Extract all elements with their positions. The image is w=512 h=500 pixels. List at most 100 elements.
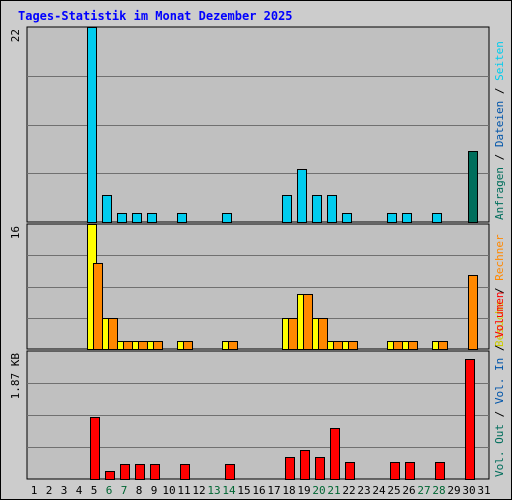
x-tick-label: 30 xyxy=(462,484,475,497)
bar-volumen xyxy=(105,471,115,480)
bar-rechner xyxy=(468,275,478,350)
plot-area xyxy=(26,26,490,223)
y-scale-label: 1.87 KB xyxy=(9,353,22,400)
bar-rechner xyxy=(183,341,193,350)
legend-entry: Vol. Out xyxy=(493,424,506,477)
x-tick-label: 28 xyxy=(432,484,445,497)
x-tick-label: 7 xyxy=(121,484,128,497)
x-tick-label: 20 xyxy=(312,484,325,497)
bar-seiten xyxy=(312,195,322,223)
x-tick-label: 2 xyxy=(46,484,53,497)
x-tick-label: 27 xyxy=(417,484,430,497)
bar-volumen xyxy=(315,457,325,480)
panel-top: 22 Anfragen / Dateien / Seiten xyxy=(9,26,506,223)
x-tick-label: 19 xyxy=(297,484,310,497)
x-tick-label: 17 xyxy=(267,484,280,497)
x-tick-label: 25 xyxy=(387,484,400,497)
x-tick-label: 13 xyxy=(207,484,220,497)
legend-entry: / xyxy=(493,287,506,300)
panel-middle: 16 Besuche / Rechner xyxy=(9,223,506,350)
legend-entry: Volumen xyxy=(493,292,506,345)
x-tick-label: 29 xyxy=(447,484,460,497)
y-scale-label: 22 xyxy=(9,29,22,42)
bar-volumen xyxy=(120,464,130,480)
x-tick-label: 24 xyxy=(372,484,386,497)
legend-entry: Dateien xyxy=(493,101,506,154)
bar-rechner xyxy=(408,341,418,350)
chart-title: Tages-Statistik im Monat Dezember 2025 xyxy=(18,9,293,23)
x-tick-label: 14 xyxy=(222,484,236,497)
bar-rechner xyxy=(288,318,298,350)
bar-volumen xyxy=(330,428,340,480)
bar-rechner xyxy=(333,341,343,350)
x-tick-label: 21 xyxy=(327,484,340,497)
x-tick-labels: 1 2 3 4 5 6 7 8 9 10 11 12 13 14 15 16 17 18 19 20 21 22 23 24 2… xyxy=(31,484,491,497)
bar-volumen xyxy=(135,464,145,480)
bar-rechner xyxy=(93,263,103,350)
bar-rechner xyxy=(153,341,163,350)
bar-volumen xyxy=(300,450,310,480)
bar-rechner xyxy=(108,318,118,350)
bar-rechner xyxy=(123,341,133,350)
bar-volumen xyxy=(465,359,475,480)
legend-entry: Rechner xyxy=(493,234,506,287)
x-tick-label: 10 xyxy=(162,484,175,497)
x-tick-label: 26 xyxy=(402,484,415,497)
bar-seiten xyxy=(297,169,307,223)
panel-legend: Anfragen / Dateien / Seiten xyxy=(493,41,506,220)
bar-seiten xyxy=(102,195,112,223)
bar-volumen xyxy=(180,464,190,480)
bar-volumen xyxy=(390,462,400,480)
bar-seiten xyxy=(147,213,157,223)
legend-entry: / xyxy=(493,154,506,167)
bar-seiten xyxy=(387,213,397,223)
legend-entry: / xyxy=(493,88,506,101)
x-tick-label: 8 xyxy=(136,484,143,497)
bar-seiten xyxy=(282,195,292,223)
x-tick-label: 16 xyxy=(252,484,265,497)
x-tick-label: 15 xyxy=(237,484,250,497)
bar-volumen xyxy=(150,464,160,480)
x-tick-label: 1 xyxy=(31,484,38,497)
x-tick-label: 23 xyxy=(357,484,370,497)
legend-entry: Vol. In xyxy=(493,358,506,411)
bar-volumen xyxy=(225,464,235,480)
bar-seiten xyxy=(432,213,442,223)
bar-volumen xyxy=(405,462,415,480)
x-tick-label: 5 xyxy=(91,484,98,497)
bar-rechner xyxy=(348,341,358,350)
bar-anfragen xyxy=(468,151,478,223)
bar-rechner xyxy=(228,341,238,350)
bar-rechner xyxy=(303,294,313,350)
x-tick-label: 3 xyxy=(61,484,68,497)
x-tick-label: 18 xyxy=(282,484,295,497)
bar-rechner xyxy=(438,341,448,350)
bar-seiten xyxy=(342,213,352,223)
bar-seiten xyxy=(177,213,187,223)
legend-entry: Seiten xyxy=(493,41,506,87)
bar-seiten xyxy=(117,213,127,223)
x-tick-label: 4 xyxy=(76,484,83,497)
x-tick-label: 9 xyxy=(151,484,158,497)
bar-rechner xyxy=(318,318,328,350)
bar-seiten xyxy=(327,195,337,223)
bar-volumen xyxy=(285,457,295,480)
bar-volumen xyxy=(435,462,445,480)
bar-seiten xyxy=(402,213,412,223)
panel-bottom: 1.87 KB Vol. Out / Vol. In / Volumen xyxy=(9,292,506,480)
y-scale-label: 16 xyxy=(9,226,22,239)
x-tick-label: 31 xyxy=(477,484,490,497)
legend-entry: / xyxy=(493,411,506,424)
panel-legend: Besuche / Rechner xyxy=(493,234,506,347)
legend-entry: Anfragen xyxy=(493,167,506,220)
bar-volumen xyxy=(90,417,100,480)
bar-rechner xyxy=(138,341,148,350)
bar-volumen xyxy=(345,462,355,480)
x-tick-label: 22 xyxy=(342,484,355,497)
x-tick-label: 6 xyxy=(106,484,113,497)
panel-legend: Vol. Out / Vol. In / Volumen xyxy=(493,292,506,477)
x-tick-label: 11 xyxy=(177,484,190,497)
chart-panels: 22 Anfragen / Dateien / Seiten 16 Besuche /… xyxy=(9,26,506,480)
bar-seiten xyxy=(132,213,142,223)
